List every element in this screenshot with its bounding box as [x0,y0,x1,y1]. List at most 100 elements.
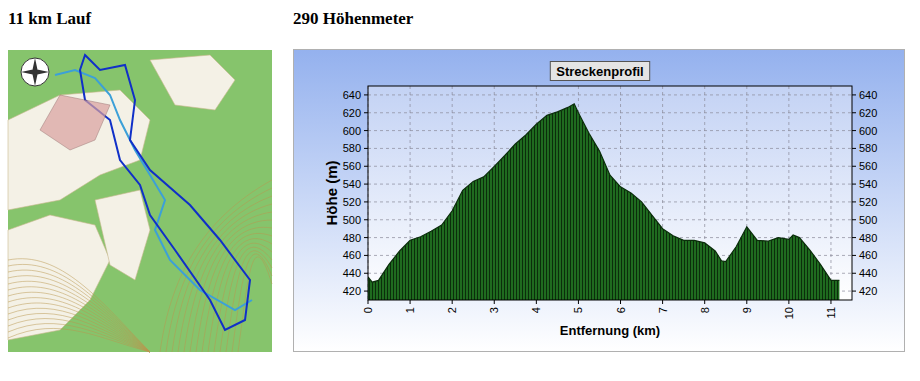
y-tick-label: 420 [343,285,361,297]
map-contour [196,227,272,352]
map-contour [8,298,150,352]
y-tick-label: 440 [343,267,361,279]
map-contour [8,264,150,352]
x-tick [368,300,369,304]
y-tick-label: 620 [343,107,361,119]
y-tick-label-right: 580 [859,142,877,154]
x-tick [788,300,789,304]
heading: 290 Höhenmeter [293,9,414,28]
y-tick [364,291,368,292]
y-tick-label-right: 480 [859,232,877,244]
map-village [40,95,110,150]
x-tick-label: 1 [404,307,416,313]
map-compass [21,58,49,86]
data-group [368,104,839,300]
map-contour [8,292,150,352]
chart-title-box [550,62,649,81]
y-tick-label-right: 640 [859,89,877,101]
x-tick-label: 8 [699,307,711,313]
y-tick [364,255,368,256]
x-tick [536,300,537,304]
y-tick-right [852,291,856,292]
y-tick-label-right: 560 [859,160,877,172]
map-open-land [95,190,150,280]
x-tick-label: 3 [488,307,500,313]
x-tick [620,300,621,304]
y-tick [364,112,368,113]
y-tick [364,166,368,167]
x-tick-label: 10 [783,307,795,319]
map-contour [8,308,150,352]
y-tick-right [852,237,856,238]
y-tick-label: 480 [343,232,361,244]
y-tick [364,201,368,202]
map-contour [8,303,150,352]
map-contour [8,276,150,352]
y-tick-right [852,130,856,131]
x-tick-label: 5 [572,307,584,313]
elevation-area [368,104,839,300]
map-contour [166,188,272,352]
x-tick [452,300,453,304]
y-tick-label-right: 500 [859,214,877,226]
chart-title: Streckenprofil [556,64,643,79]
y-grid-line [368,130,852,131]
y-tick-right [852,166,856,167]
x-tick [662,300,663,304]
x-tick-label: 11 [825,307,837,318]
y-tick-label-right: 540 [859,178,877,190]
y-tick [364,130,368,131]
y-tick-label: 520 [343,196,361,208]
x-tick-label: 9 [741,307,753,313]
map-contour [220,247,272,352]
map-contour [208,239,272,352]
y-tick-label-right: 460 [859,249,877,261]
map-contour [232,254,272,352]
x-tick-label: 4 [530,307,542,313]
map-contour [8,287,150,352]
y-tick-label-right: 620 [859,107,877,119]
heading: 11 km Lauf [8,9,91,28]
map-contour [190,220,272,352]
map-contour [214,243,272,352]
elevation-line [368,104,839,282]
y-tick [364,148,368,149]
plot-area [368,86,852,300]
x-tick [494,300,495,304]
y-tick-label: 460 [343,249,361,261]
y-grid-line [368,112,852,113]
y-tick [364,219,368,220]
y-tick-label-right: 520 [859,196,877,208]
plot-frame [368,86,852,300]
map-contour [8,313,150,352]
y-tick [364,184,368,185]
y-grid-line [368,94,852,95]
x-tick [746,300,747,304]
x-tick [704,300,705,304]
map-open-land [150,55,235,110]
map-contour [202,233,272,352]
map [8,50,272,352]
y-tick-label: 560 [343,160,361,172]
y-tick-right [852,201,856,202]
y-tick-label-right: 440 [859,267,877,279]
y-tick-label: 600 [343,125,361,137]
y-tick-right [852,94,856,95]
y-tick-right [852,255,856,256]
x-tick [578,300,579,304]
x-tick-label: 6 [615,307,627,313]
x-grid-line [830,86,831,300]
map-contour [172,196,272,352]
map-compass-star [21,58,49,86]
map-contour [8,328,150,352]
y-tick [364,94,368,95]
y-tick-right [852,148,856,149]
page: 11 km Lauf 290 Höhenmeter Streckenprofil 42… [0,0,920,381]
y-tick-right [852,273,856,274]
y-grid-line [368,148,852,149]
x-tick [410,300,411,304]
y-tick-label-right: 420 [859,285,877,297]
x-tick [830,300,831,304]
y-tick-label: 540 [343,178,361,190]
y-tick-label: 580 [343,142,361,154]
